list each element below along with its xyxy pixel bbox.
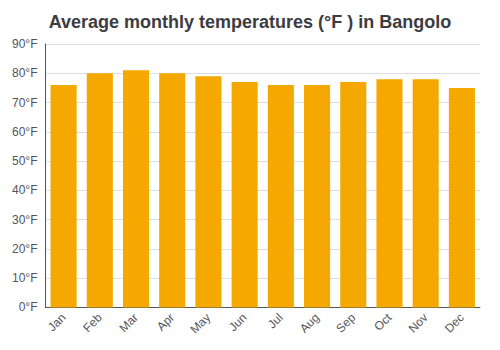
svg-text:Sep: Sep: [333, 310, 358, 335]
svg-text:0°F: 0°F: [19, 300, 38, 314]
svg-text:Nov: Nov: [406, 311, 431, 336]
svg-text:May: May: [187, 311, 213, 337]
svg-text:60°F: 60°F: [12, 125, 37, 139]
svg-text:30°F: 30°F: [12, 213, 37, 227]
svg-text:10°F: 10°F: [12, 271, 37, 285]
svg-text:Mar: Mar: [116, 311, 141, 335]
svg-text:90°F: 90°F: [12, 37, 37, 51]
svg-text:80°F: 80°F: [12, 66, 37, 80]
svg-text:Jun: Jun: [226, 311, 250, 335]
svg-text:Dec: Dec: [442, 311, 467, 336]
svg-text:Jul: Jul: [265, 311, 286, 332]
svg-text:Apr: Apr: [154, 311, 177, 334]
svg-text:Aug: Aug: [297, 311, 322, 336]
svg-text:70°F: 70°F: [12, 96, 37, 110]
svg-text:Average monthly temperatures (: Average monthly temperatures (°F ) in Ba…: [49, 12, 452, 32]
svg-text:Oct: Oct: [371, 310, 395, 334]
svg-text:Jan: Jan: [45, 311, 69, 335]
svg-text:50°F: 50°F: [12, 154, 37, 168]
svg-text:Feb: Feb: [80, 310, 105, 335]
svg-text:40°F: 40°F: [12, 183, 37, 197]
svg-text:20°F: 20°F: [12, 242, 37, 256]
